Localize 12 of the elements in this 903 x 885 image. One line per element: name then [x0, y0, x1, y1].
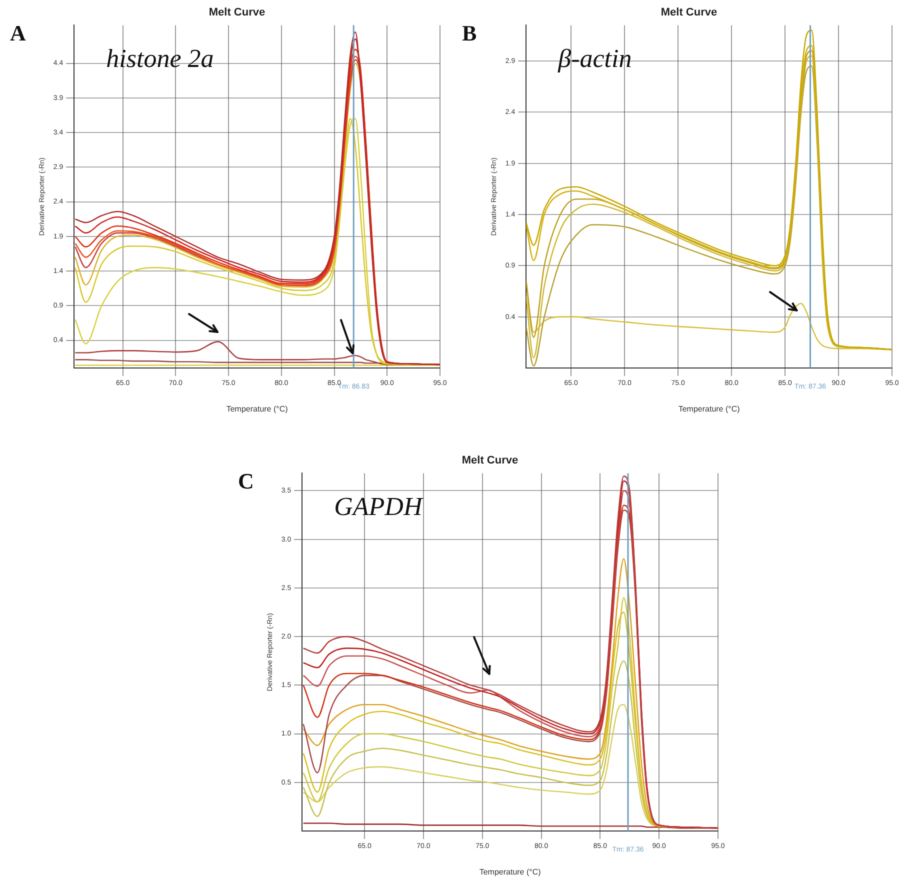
text: A [10, 20, 26, 46]
annotation: β-actin [557, 44, 632, 74]
chart-title: Melt Curve [660, 6, 718, 19]
annotation: histone 2a [106, 44, 214, 74]
chart-title: Melt Curve [462, 454, 518, 467]
annotation: GAPDH [334, 492, 424, 522]
x-axis-title: Temperature (°C) [226, 404, 288, 414]
x-axis-title: Temperature (°C) [479, 867, 542, 876]
text: B [462, 20, 477, 46]
text: C [238, 468, 254, 494]
x-axis-title: Temperature (°C) [678, 404, 740, 414]
chart-title: Melt Curve [208, 6, 266, 19]
